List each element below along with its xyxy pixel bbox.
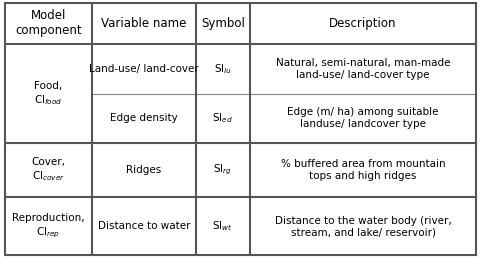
Text: SI$_{rg}$: SI$_{rg}$ [213, 163, 232, 177]
Text: SI$_{lu}$: SI$_{lu}$ [214, 62, 231, 76]
Text: Symbol: Symbol [201, 17, 244, 30]
Text: Ridges: Ridges [126, 165, 161, 175]
Text: Land-use/ land-cover: Land-use/ land-cover [89, 64, 198, 74]
Text: Model
component: Model component [15, 10, 82, 37]
Text: Cover,
CI$_{cover}$: Cover, CI$_{cover}$ [31, 157, 65, 183]
Text: Description: Description [329, 17, 396, 30]
Text: Variable name: Variable name [101, 17, 186, 30]
Text: Edge (m/ ha) among suitable
landuse/ landcover type: Edge (m/ ha) among suitable landuse/ lan… [287, 107, 438, 129]
Text: SI$_{ed}$: SI$_{ed}$ [212, 111, 233, 125]
Text: Distance to water: Distance to water [97, 221, 190, 231]
Text: Food,
CI$_{food}$: Food, CI$_{food}$ [34, 81, 62, 107]
Text: Edge density: Edge density [110, 113, 178, 123]
Text: Distance to the water body (river,
stream, and lake/ reservoir): Distance to the water body (river, strea… [274, 215, 451, 237]
Text: Reproduction,
CI$_{rep}$: Reproduction, CI$_{rep}$ [12, 213, 84, 239]
Text: % buffered area from mountain
tops and high ridges: % buffered area from mountain tops and h… [280, 159, 444, 181]
Text: Natural, semi-natural, man-made
land-use/ land-cover type: Natural, semi-natural, man-made land-use… [275, 58, 449, 80]
Text: SI$_{wt}$: SI$_{wt}$ [212, 220, 233, 233]
